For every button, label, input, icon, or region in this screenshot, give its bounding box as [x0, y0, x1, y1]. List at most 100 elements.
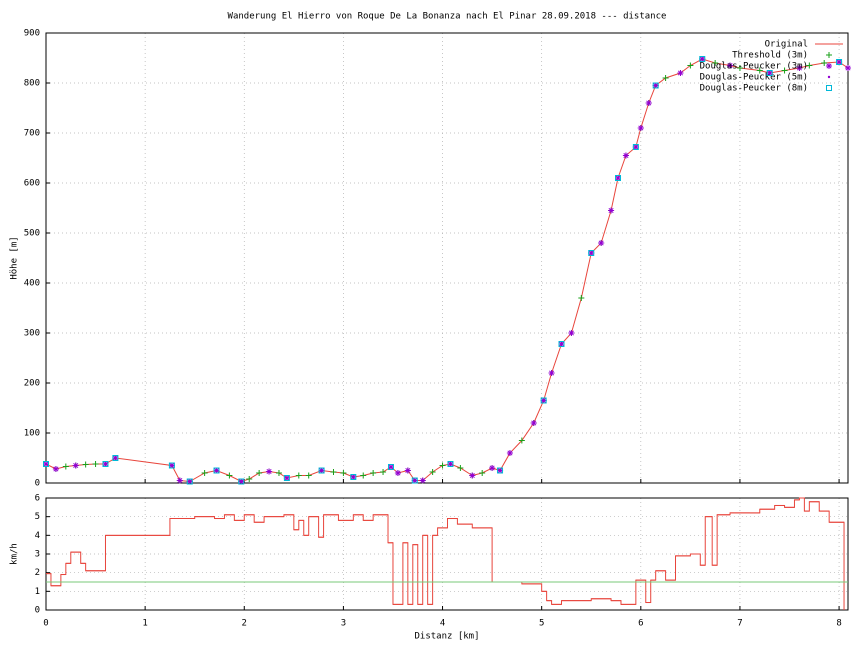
dot-marker	[285, 476, 289, 480]
plus-marker	[578, 295, 585, 301]
y-tick-label: 300	[24, 329, 40, 339]
y-tick-label: 5	[35, 512, 40, 522]
square-marker	[615, 175, 622, 181]
plus-marker	[295, 472, 302, 479]
star-marker	[727, 62, 734, 69]
y-tick-label: 4	[35, 531, 40, 541]
plus-marker	[256, 470, 263, 476]
dot-marker	[320, 469, 323, 472]
y-tick-label: 500	[24, 229, 40, 239]
plus-marker	[781, 67, 788, 74]
dot-marker	[104, 462, 107, 466]
dot-marker	[44, 462, 48, 466]
plus-marker	[330, 469, 337, 475]
legend-swatch	[826, 63, 832, 69]
plus-marker	[429, 469, 436, 475]
dot-marker	[654, 84, 657, 87]
plus-marker	[201, 470, 208, 476]
plus-marker	[821, 60, 828, 66]
dot-marker	[471, 474, 474, 477]
y-tick-label: 800	[24, 79, 40, 89]
dot-marker	[508, 451, 512, 455]
star-marker	[637, 125, 644, 131]
dot-marker	[413, 479, 416, 482]
plus-marker	[662, 75, 669, 81]
x-axis-label: Distanz [km]	[414, 632, 479, 642]
y-tick-label: 1	[35, 587, 40, 597]
legend-swatch	[826, 85, 832, 91]
star-marker	[548, 370, 555, 376]
plot-frame	[45, 497, 849, 611]
y-tick-label: 2	[35, 568, 40, 578]
x-tick-label: 2	[242, 619, 247, 629]
x-tick-label: 3	[341, 619, 346, 629]
dot-marker	[114, 456, 117, 460]
dot-marker	[352, 475, 355, 479]
plus-marker	[275, 470, 282, 476]
square-marker	[350, 474, 357, 480]
dot-marker	[267, 470, 271, 473]
plus-marker	[92, 461, 99, 467]
y-tick-label: 900	[24, 29, 40, 39]
x-tick-label: 4	[440, 619, 445, 629]
y-tick-label: 700	[24, 129, 40, 139]
dot-marker	[421, 479, 424, 482]
plus-marker	[736, 65, 743, 71]
dot-marker	[634, 145, 638, 149]
y-axis-label: km/h	[10, 543, 20, 565]
square-marker	[168, 462, 175, 469]
star-marker	[530, 420, 537, 426]
plus-marker	[806, 62, 813, 69]
dot-marker	[54, 467, 58, 471]
legend-label: Douglas-Peucker (8m)	[700, 84, 808, 94]
star-marker	[489, 465, 496, 471]
square-marker	[411, 477, 418, 484]
star-marker	[72, 462, 79, 469]
dot-marker	[188, 480, 191, 483]
square-marker	[540, 397, 547, 404]
square-marker	[387, 464, 394, 470]
plus-marker	[518, 437, 525, 444]
dot-marker	[498, 469, 502, 472]
legend-swatch	[826, 52, 832, 58]
legend-label: Douglas-Peucker (3m)	[700, 62, 808, 72]
y-tick-label: 600	[24, 179, 40, 189]
star-marker	[608, 207, 615, 214]
plus-marker	[479, 470, 486, 476]
legend-label: Douglas-Peucker (5m)	[700, 73, 808, 83]
plus-marker	[439, 462, 446, 469]
star-marker	[404, 467, 411, 474]
y-tick-label: 0	[35, 479, 40, 489]
dot-marker	[560, 342, 563, 346]
dot-marker	[768, 71, 771, 75]
square-marker	[447, 461, 454, 467]
x-tick-label: 8	[836, 619, 841, 629]
plus-marker	[457, 465, 464, 471]
x-tick-label: 1	[142, 619, 147, 629]
x-tick-label: 5	[539, 619, 544, 629]
y-tick-label: 3	[35, 550, 40, 560]
star-marker	[176, 477, 183, 484]
series-line	[45, 58, 849, 483]
dot-marker	[170, 464, 174, 467]
plus-marker	[360, 472, 367, 479]
plus-marker	[82, 461, 89, 468]
y-tick-label: 6	[35, 494, 40, 504]
square-marker	[699, 56, 706, 62]
legend-label: Original	[765, 40, 808, 50]
plus-marker	[380, 469, 387, 475]
star-marker	[645, 100, 652, 106]
plus-marker	[246, 476, 253, 482]
chart-title: Wanderung El Hierro von Roque De La Bona…	[228, 12, 667, 22]
plus-marker	[712, 60, 719, 66]
star-marker	[622, 152, 629, 159]
y-tick-label: 0	[35, 606, 40, 616]
y-axis-label: Höhe [m]	[10, 236, 20, 279]
star-marker	[394, 470, 401, 476]
x-tick-label: 0	[43, 619, 48, 629]
square-marker	[186, 478, 193, 485]
plus-marker	[756, 67, 763, 74]
dot-marker	[449, 462, 452, 466]
x-tick-label: 6	[638, 619, 643, 629]
square-marker	[102, 461, 109, 467]
